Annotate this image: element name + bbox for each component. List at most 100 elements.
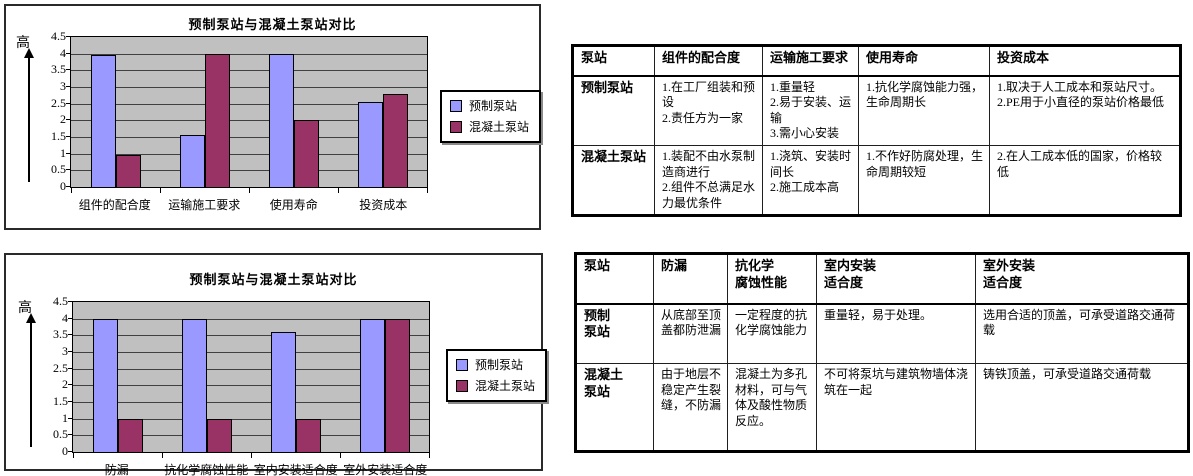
- table-cell: 1.取决于人工成本和泵站尺寸。 2.PE用于小直径的泵站价格最低: [989, 75, 1181, 146]
- x-category-label: 运输施工要求: [168, 198, 241, 212]
- gridline: [71, 87, 427, 88]
- gridline: [73, 385, 429, 387]
- table-cell: 1.在工厂组装和预设 2.责任方为一家: [654, 75, 763, 146]
- y-tick-mark: [66, 186, 70, 187]
- bar-series-2: [115, 155, 141, 187]
- gridline: [71, 70, 427, 72]
- category-slot: [73, 302, 162, 452]
- x-category-label: 室外安装适合度: [343, 463, 428, 476]
- y-tick-label: 2.5: [53, 360, 68, 375]
- gridline: [71, 153, 427, 155]
- bar-series-1: [90, 55, 116, 187]
- table-row: 预制泵站 1.在工厂组装和预设 2.责任方为一家 1.重量轻 2.易于安装、运输 3…: [572, 75, 1181, 146]
- legend-color-swatch: [456, 358, 468, 371]
- bar-series-2: [384, 318, 410, 452]
- y-tick-mark: [66, 169, 70, 171]
- y-tick-mark: [68, 417, 72, 419]
- y-tick-label: 1: [60, 145, 66, 160]
- y-tick-mark: [68, 317, 72, 319]
- y-axis-label: 高: [16, 36, 30, 51]
- y-tick-label: 0.5: [51, 162, 66, 177]
- category-slot: [160, 37, 249, 187]
- x-category-label: 防漏: [104, 463, 129, 476]
- bar-series-2: [382, 93, 408, 187]
- table-cell: 由于地层不稳定产生裂缝，不防漏: [653, 363, 728, 452]
- column-header: 室外安装 适合度: [975, 253, 1189, 305]
- y-tick-label: 2: [62, 377, 68, 392]
- table-cell: 1.装配不由水泵制造商进行 2.组件不总满足水力最优条件: [654, 144, 763, 217]
- table-cell: 混凝土为多孔材料，可与气体及酸性物质反应。: [727, 363, 817, 452]
- category-slot: [340, 302, 429, 452]
- column-header: 泵站: [572, 45, 655, 77]
- x-tick-mark: [338, 188, 339, 193]
- column-header: 抗化学 腐蚀性能: [727, 253, 817, 305]
- gridline: [73, 435, 429, 437]
- x-tick-mark: [160, 188, 161, 193]
- table-row: 混凝土泵站 1.装配不由水泵制造商进行 2.组件不总满足水力最优条件 1.浇筑、安装…: [572, 144, 1181, 217]
- bar-series-1: [359, 318, 385, 452]
- chart-panel-1: 预制泵站与混凝土泵站对比 高 4.5 4 3.5 3 2.5 2 1.5 1 0.5 0 组件的配…: [4, 4, 542, 230]
- column-header: 运输施工要求: [762, 45, 859, 77]
- bar-series-1: [181, 318, 207, 452]
- column-header: 投资成本: [989, 45, 1181, 77]
- legend-item: 预制泵站: [450, 97, 529, 114]
- y-tick-mark: [68, 351, 72, 352]
- y-tick-label: 1.5: [53, 394, 68, 408]
- row-header: 预制泵站: [572, 75, 655, 146]
- table-cell: 从底部至顶盖都防泄漏: [653, 303, 728, 364]
- bar-series-1: [268, 53, 294, 187]
- comparison-table-1: 泵站 组件的配合度 运输施工要求 使用寿命 投资成本 预制泵站 1.在工厂组装和预设 2.…: [571, 44, 1182, 218]
- legend-label: 混凝土泵站: [475, 379, 536, 393]
- y-tick-mark: [66, 136, 70, 137]
- y-tick-label: 0.5: [53, 427, 68, 442]
- x-category-label: 组件的配合度: [78, 198, 151, 212]
- y-tick-mark: [66, 119, 70, 121]
- row-header: 预制 泵站: [575, 303, 654, 364]
- table-cell: 一定程度的抗化学腐蚀能力: [727, 303, 817, 364]
- y-tick-label: 2.5: [51, 95, 66, 110]
- x-axis-labels: 防漏 抗化学腐蚀性能 室内安装适合度 室外安装适合度: [72, 461, 430, 476]
- table-header-row: 泵站 防漏 抗化学 腐蚀性能 室内安装 适合度 室外安装 适合度: [575, 253, 1189, 305]
- bar-series-2: [117, 418, 143, 452]
- table-row: 预制 泵站 从底部至顶盖都防泄漏 一定程度的抗化学腐蚀能力 重量轻，易于处理。 选用合适…: [575, 303, 1189, 364]
- gridline: [73, 335, 429, 337]
- chart-area: 高 4.5 4 3.5 3 2.5 2 1.5 1 0.5 0 防漏 抗化学腐蚀性能 室内安装适合度室…: [16, 294, 548, 476]
- x-category-label: 投资成本: [359, 198, 408, 212]
- row-header: 混凝土 泵站: [575, 363, 654, 452]
- column-header: 泵站: [575, 253, 654, 305]
- gridline: [71, 103, 427, 105]
- category-slot: [251, 302, 340, 452]
- column-header: 使用寿命: [858, 45, 990, 77]
- bar-series-2: [293, 120, 319, 187]
- x-category-label: 抗化学腐蚀性能: [164, 463, 249, 476]
- chart-legend: 预制泵站 混凝土泵站: [440, 90, 542, 143]
- bar-series-2: [295, 418, 321, 452]
- legend-label: 预制泵站: [469, 99, 518, 113]
- chart-area: 高 4.5 4 3.5 3 2.5 2 1.5 1 0.5 0 组件的配合度 运输施工要求 使用寿命 投…: [14, 29, 542, 217]
- legend-item: 混凝土泵站: [456, 377, 535, 394]
- table-cell: 1.重量轻 2.易于安装、运输 3.需小心安装: [762, 75, 859, 146]
- table-cell: 1.抗化学腐蚀能力强，生命周期长: [858, 75, 990, 146]
- category-slot: [338, 37, 427, 187]
- table-cell: 不可将泵坑与建筑物墙体浇筑在一起: [816, 363, 976, 452]
- y-tick-mark: [68, 384, 72, 386]
- y-tick-label: 4: [62, 310, 68, 325]
- y-tick-mark: [66, 152, 70, 154]
- up-arrow-icon: [24, 48, 34, 182]
- plot-area: [70, 36, 428, 193]
- chart-title: 预制泵站与混凝土泵站对比: [188, 17, 357, 32]
- x-category-label: 室内安装适合度: [253, 463, 338, 476]
- y-tick-label: 3.5: [51, 62, 66, 77]
- legend-color-swatch: [456, 379, 468, 392]
- x-tick-mark: [251, 453, 252, 458]
- y-tick-mark: [66, 102, 70, 104]
- gridline: [73, 352, 429, 353]
- column-header: 组件的配合度: [654, 45, 763, 77]
- x-tick-mark: [162, 453, 163, 458]
- column-header: 防漏: [653, 253, 728, 305]
- table-body: 预制泵站 1.在工厂组装和预设 2.责任方为一家 1.重量轻 2.易于安装、运输 3…: [572, 75, 1181, 217]
- y-tick-label: 4.5: [53, 294, 68, 308]
- y-tick-mark: [68, 301, 72, 302]
- x-category-label: 使用寿命: [269, 198, 318, 212]
